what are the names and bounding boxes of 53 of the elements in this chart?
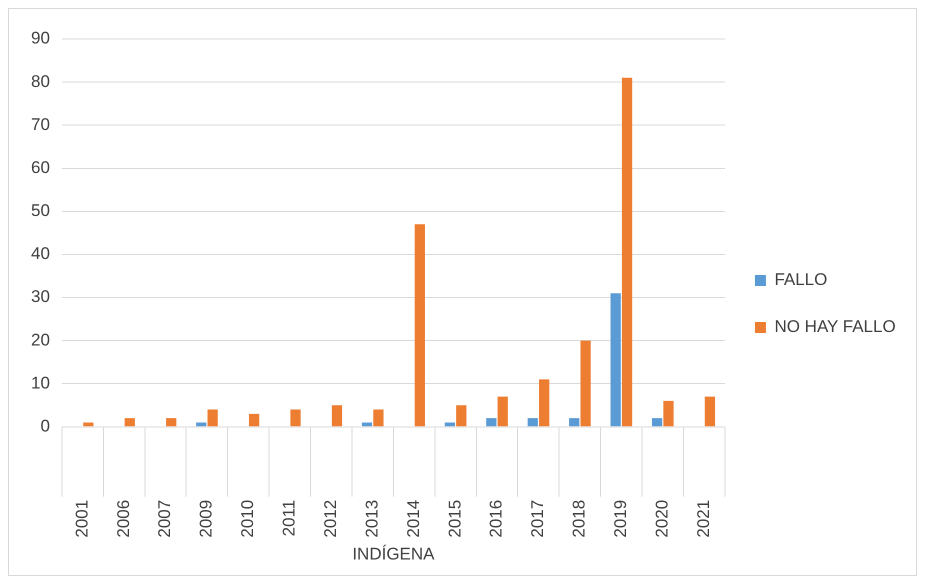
legend-label: NO HAY FALLO	[774, 317, 896, 336]
bar	[456, 405, 466, 426]
x-tick-label: 2020	[652, 500, 672, 538]
bar	[414, 224, 425, 426]
bar	[83, 422, 94, 426]
x-tick-label: 2010	[238, 500, 258, 538]
x-tick-label: 2014	[404, 500, 423, 538]
legend-label: FALLO	[774, 270, 828, 290]
y-tick-label: 30	[30, 287, 50, 306]
x-tick-label: 2018	[570, 500, 589, 538]
x-tick-label: 2015	[445, 500, 464, 538]
bar	[124, 418, 135, 426]
bar	[704, 396, 716, 426]
bar	[166, 418, 176, 426]
bar	[580, 340, 591, 426]
bar	[486, 418, 496, 426]
bar	[332, 405, 342, 426]
bar	[622, 78, 632, 426]
bar	[610, 293, 621, 426]
bar	[208, 410, 218, 426]
x-tick-label: 2016	[486, 500, 506, 538]
x-tick-label: 2021	[694, 500, 713, 538]
y-tick-label: 10	[30, 373, 50, 392]
bar	[362, 422, 372, 426]
bar	[196, 422, 206, 426]
bar	[444, 422, 456, 426]
bar	[663, 400, 674, 426]
x-tick-label: 2006	[114, 500, 133, 538]
y-tick-label: 0	[40, 416, 50, 436]
y-tick-label: 60	[30, 158, 50, 177]
x-tick-label: 2007	[155, 500, 174, 538]
x-tick-label: 2012	[320, 500, 340, 538]
y-tick-label: 80	[30, 72, 50, 91]
x-axis-title: INDÍGENA	[352, 544, 436, 564]
bar	[539, 379, 550, 426]
y-tick-label: 20	[30, 330, 50, 350]
x-tick-label: 2019	[611, 500, 630, 538]
x-tick-label: 2001	[72, 500, 92, 538]
y-tick-label: 90	[30, 28, 50, 48]
bar	[569, 418, 580, 426]
bar	[528, 418, 538, 426]
bar	[498, 396, 508, 426]
bar	[652, 418, 662, 426]
y-tick-label: 40	[30, 244, 50, 264]
x-tick-label: 2017	[528, 500, 548, 538]
x-tick-label: 2009	[196, 500, 216, 538]
y-tick-label: 50	[30, 201, 50, 220]
bar	[290, 410, 301, 426]
x-tick-label: 2011	[280, 500, 299, 536]
y-tick-label: 70	[30, 114, 50, 134]
x-tick-label: 2013	[362, 500, 382, 538]
bar	[248, 414, 260, 426]
bar	[373, 410, 384, 426]
